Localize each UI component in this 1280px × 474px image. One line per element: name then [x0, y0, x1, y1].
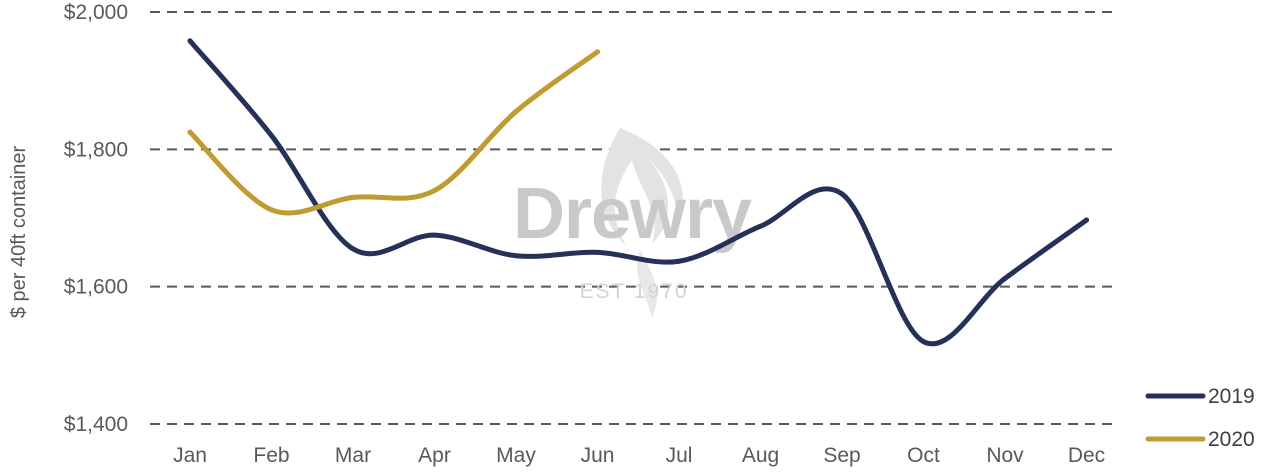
- legend-label-2019: 2019: [1208, 385, 1255, 408]
- data-point-2019-Jul: [676, 258, 682, 264]
- drewry-watermark: Drewry EST 1970: [513, 128, 753, 318]
- data-point-2019-Sep: [839, 191, 845, 197]
- legend-label-2020: 2020: [1208, 428, 1255, 451]
- y-tick-label: $1,400: [64, 413, 128, 436]
- watermark-tagline: EST 1970: [579, 280, 688, 303]
- data-point-2020-Jun: [595, 49, 600, 55]
- x-tick-label: Apr: [418, 444, 451, 467]
- flame-tail-icon: [637, 250, 657, 318]
- x-axis-ticks: Jan Feb Mar Apr May Jun Jul Aug Sep Oct Nov Dec: [173, 444, 1105, 467]
- data-point-2019-Dec: [1084, 217, 1089, 223]
- x-tick-label: Jan: [173, 444, 207, 467]
- data-point-2019-Nov: [1002, 275, 1008, 281]
- x-tick-label: May: [496, 444, 536, 467]
- data-point-2020-Apr: [432, 188, 437, 194]
- series-lines: [187, 38, 1089, 347]
- data-point-2019-Mar: [350, 246, 356, 252]
- series-line-2020: [187, 49, 600, 216]
- x-tick-label: Jun: [581, 444, 615, 467]
- data-point-2020-May: [513, 109, 519, 115]
- data-point-2019-Aug: [758, 223, 763, 229]
- series-line-2019: [187, 38, 1089, 347]
- data-point-2020-Mar: [350, 194, 356, 200]
- watermark-brand: Drewry: [513, 174, 752, 254]
- y-tick-label: $2,000: [64, 1, 128, 24]
- x-tick-label: Mar: [335, 444, 371, 467]
- x-tick-label: Aug: [742, 444, 779, 467]
- data-point-2019-Apr: [432, 232, 437, 238]
- x-tick-label: Oct: [907, 444, 940, 467]
- x-tick-label: Sep: [823, 444, 860, 467]
- y-tick-label: $1,600: [64, 276, 128, 299]
- legend: 2019 2020: [1145, 385, 1255, 451]
- data-point-2020-Feb: [269, 207, 274, 213]
- flame-icon: [601, 128, 683, 246]
- data-point-2019-Jun: [595, 249, 600, 255]
- data-point-2019-May: [513, 253, 519, 259]
- x-tick-label: Dec: [1068, 444, 1105, 467]
- x-tick-label: Feb: [253, 444, 289, 467]
- y-tick-label: $1,800: [64, 138, 128, 161]
- x-tick-label: Nov: [986, 444, 1024, 467]
- data-point-2019-Jan: [187, 38, 193, 44]
- y-axis-title: $ per 40ft container: [8, 145, 30, 318]
- data-point-2020-Jan: [187, 129, 193, 135]
- x-tick-label: Jul: [666, 444, 693, 467]
- y-axis-ticks: $1,400 $1,600 $1,800 $2,000: [64, 1, 128, 436]
- data-point-2019-Feb: [269, 133, 274, 139]
- data-point-2019-Oct: [921, 339, 926, 345]
